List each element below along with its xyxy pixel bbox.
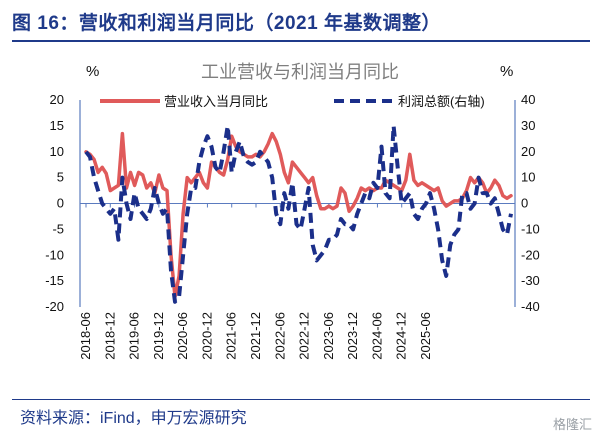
right-y-tick-label: -20 bbox=[521, 247, 540, 262]
x-tick-label: 2021-06 bbox=[224, 312, 239, 360]
source-rule bbox=[12, 399, 590, 400]
left-y-tick-label: 0 bbox=[57, 196, 64, 211]
left-y-tick-label: 20 bbox=[50, 92, 64, 107]
x-tick-label: 2019-12 bbox=[151, 312, 166, 360]
line-chart: 工业营收与利润当月同比 % % 营业收入当月同比 利润总额(右轴) 20 15 10… bbox=[45, 62, 540, 360]
x-tick-label: 2018-12 bbox=[102, 312, 117, 360]
profit-data-point bbox=[300, 229, 301, 230]
left-y-tick-label: 15 bbox=[50, 118, 64, 133]
left-y-tick-label: -10 bbox=[45, 247, 64, 262]
profit-data-point bbox=[365, 193, 366, 194]
right-y-tick-label: -30 bbox=[521, 273, 540, 288]
profit-series-line bbox=[84, 123, 513, 304]
profit-data-point bbox=[393, 125, 394, 126]
title-rule bbox=[12, 40, 590, 42]
x-tick-label: 2020-12 bbox=[199, 312, 214, 360]
x-tick-label: 2024-06 bbox=[369, 312, 384, 360]
legend: 营业收入当月同比 利润总额(右轴) bbox=[100, 94, 485, 109]
right-y-tick-label: 20 bbox=[521, 144, 535, 159]
profit-data-point bbox=[462, 193, 463, 194]
profit-data-point bbox=[179, 296, 180, 297]
revenue-series-line bbox=[84, 131, 513, 299]
series-lines bbox=[84, 123, 513, 304]
profit-data-point bbox=[292, 182, 293, 183]
profit-data-point bbox=[506, 234, 507, 235]
left-y-tick-label: -20 bbox=[45, 299, 64, 314]
left-unit-label: % bbox=[86, 63, 99, 80]
x-tick-label: 2018-06 bbox=[78, 312, 93, 360]
watermark: 格隆汇 bbox=[552, 417, 592, 432]
right-y-tick-label: 0 bbox=[521, 196, 528, 211]
left-y-tick-label: 5 bbox=[57, 170, 64, 185]
profit-data-point bbox=[199, 162, 200, 163]
profit-data-point bbox=[203, 146, 204, 147]
x-tick-label: 2023-06 bbox=[321, 312, 336, 360]
x-tick-label: 2021-12 bbox=[248, 312, 263, 360]
profit-data-point bbox=[332, 239, 333, 240]
profit-data-point bbox=[255, 162, 256, 163]
x-tick-label: 2022-06 bbox=[272, 312, 287, 360]
x-tick-label: 2020-06 bbox=[175, 312, 190, 360]
axes: 20 15 10 5 0 -5 -10 -15 -20 40 30 20 10 0 -10 -20 -30 -40… bbox=[45, 92, 540, 360]
x-tick-label: 2024-12 bbox=[394, 312, 409, 360]
right-y-tick-label: -40 bbox=[521, 299, 540, 314]
figure-title: 图 16：营收和利润当月同比（2021 年基数调整） bbox=[12, 13, 441, 34]
x-tick-label: 2019-06 bbox=[127, 312, 142, 360]
right-y-tick-label: 40 bbox=[521, 92, 535, 107]
profit-data-point bbox=[349, 224, 350, 225]
profit-data-point bbox=[324, 250, 325, 251]
profit-data-point bbox=[134, 193, 135, 194]
x-tick-label: 2022-12 bbox=[297, 312, 312, 360]
right-unit-label: % bbox=[500, 63, 513, 80]
profit-data-point bbox=[106, 208, 107, 209]
right-y-tick-label: 30 bbox=[521, 118, 535, 133]
right-y-tick-label: -10 bbox=[521, 221, 540, 236]
profit-data-point bbox=[191, 187, 192, 188]
left-y-tick-label: -15 bbox=[45, 273, 64, 288]
legend-revenue-label: 营业收入当月同比 bbox=[164, 94, 268, 109]
profit-data-point bbox=[231, 172, 232, 173]
legend-profit-label: 利润总额(右轴) bbox=[398, 94, 485, 109]
right-y-tick-label: 10 bbox=[521, 170, 535, 185]
left-y-tick-label: 10 bbox=[50, 144, 64, 159]
profit-data-point bbox=[239, 141, 240, 142]
profit-data-point bbox=[138, 208, 139, 209]
x-tick-label: 2023-12 bbox=[345, 312, 360, 360]
chart-title: 工业营收与利润当月同比 bbox=[201, 62, 399, 82]
profit-data-point bbox=[264, 156, 265, 157]
source-note: 资料来源：iFind，申万宏源研究 bbox=[20, 410, 247, 427]
profit-data-point bbox=[94, 177, 95, 178]
profit-data-point bbox=[227, 125, 228, 126]
left-y-tick-label: -5 bbox=[52, 221, 64, 236]
x-tick-label: 2025-06 bbox=[418, 312, 433, 360]
